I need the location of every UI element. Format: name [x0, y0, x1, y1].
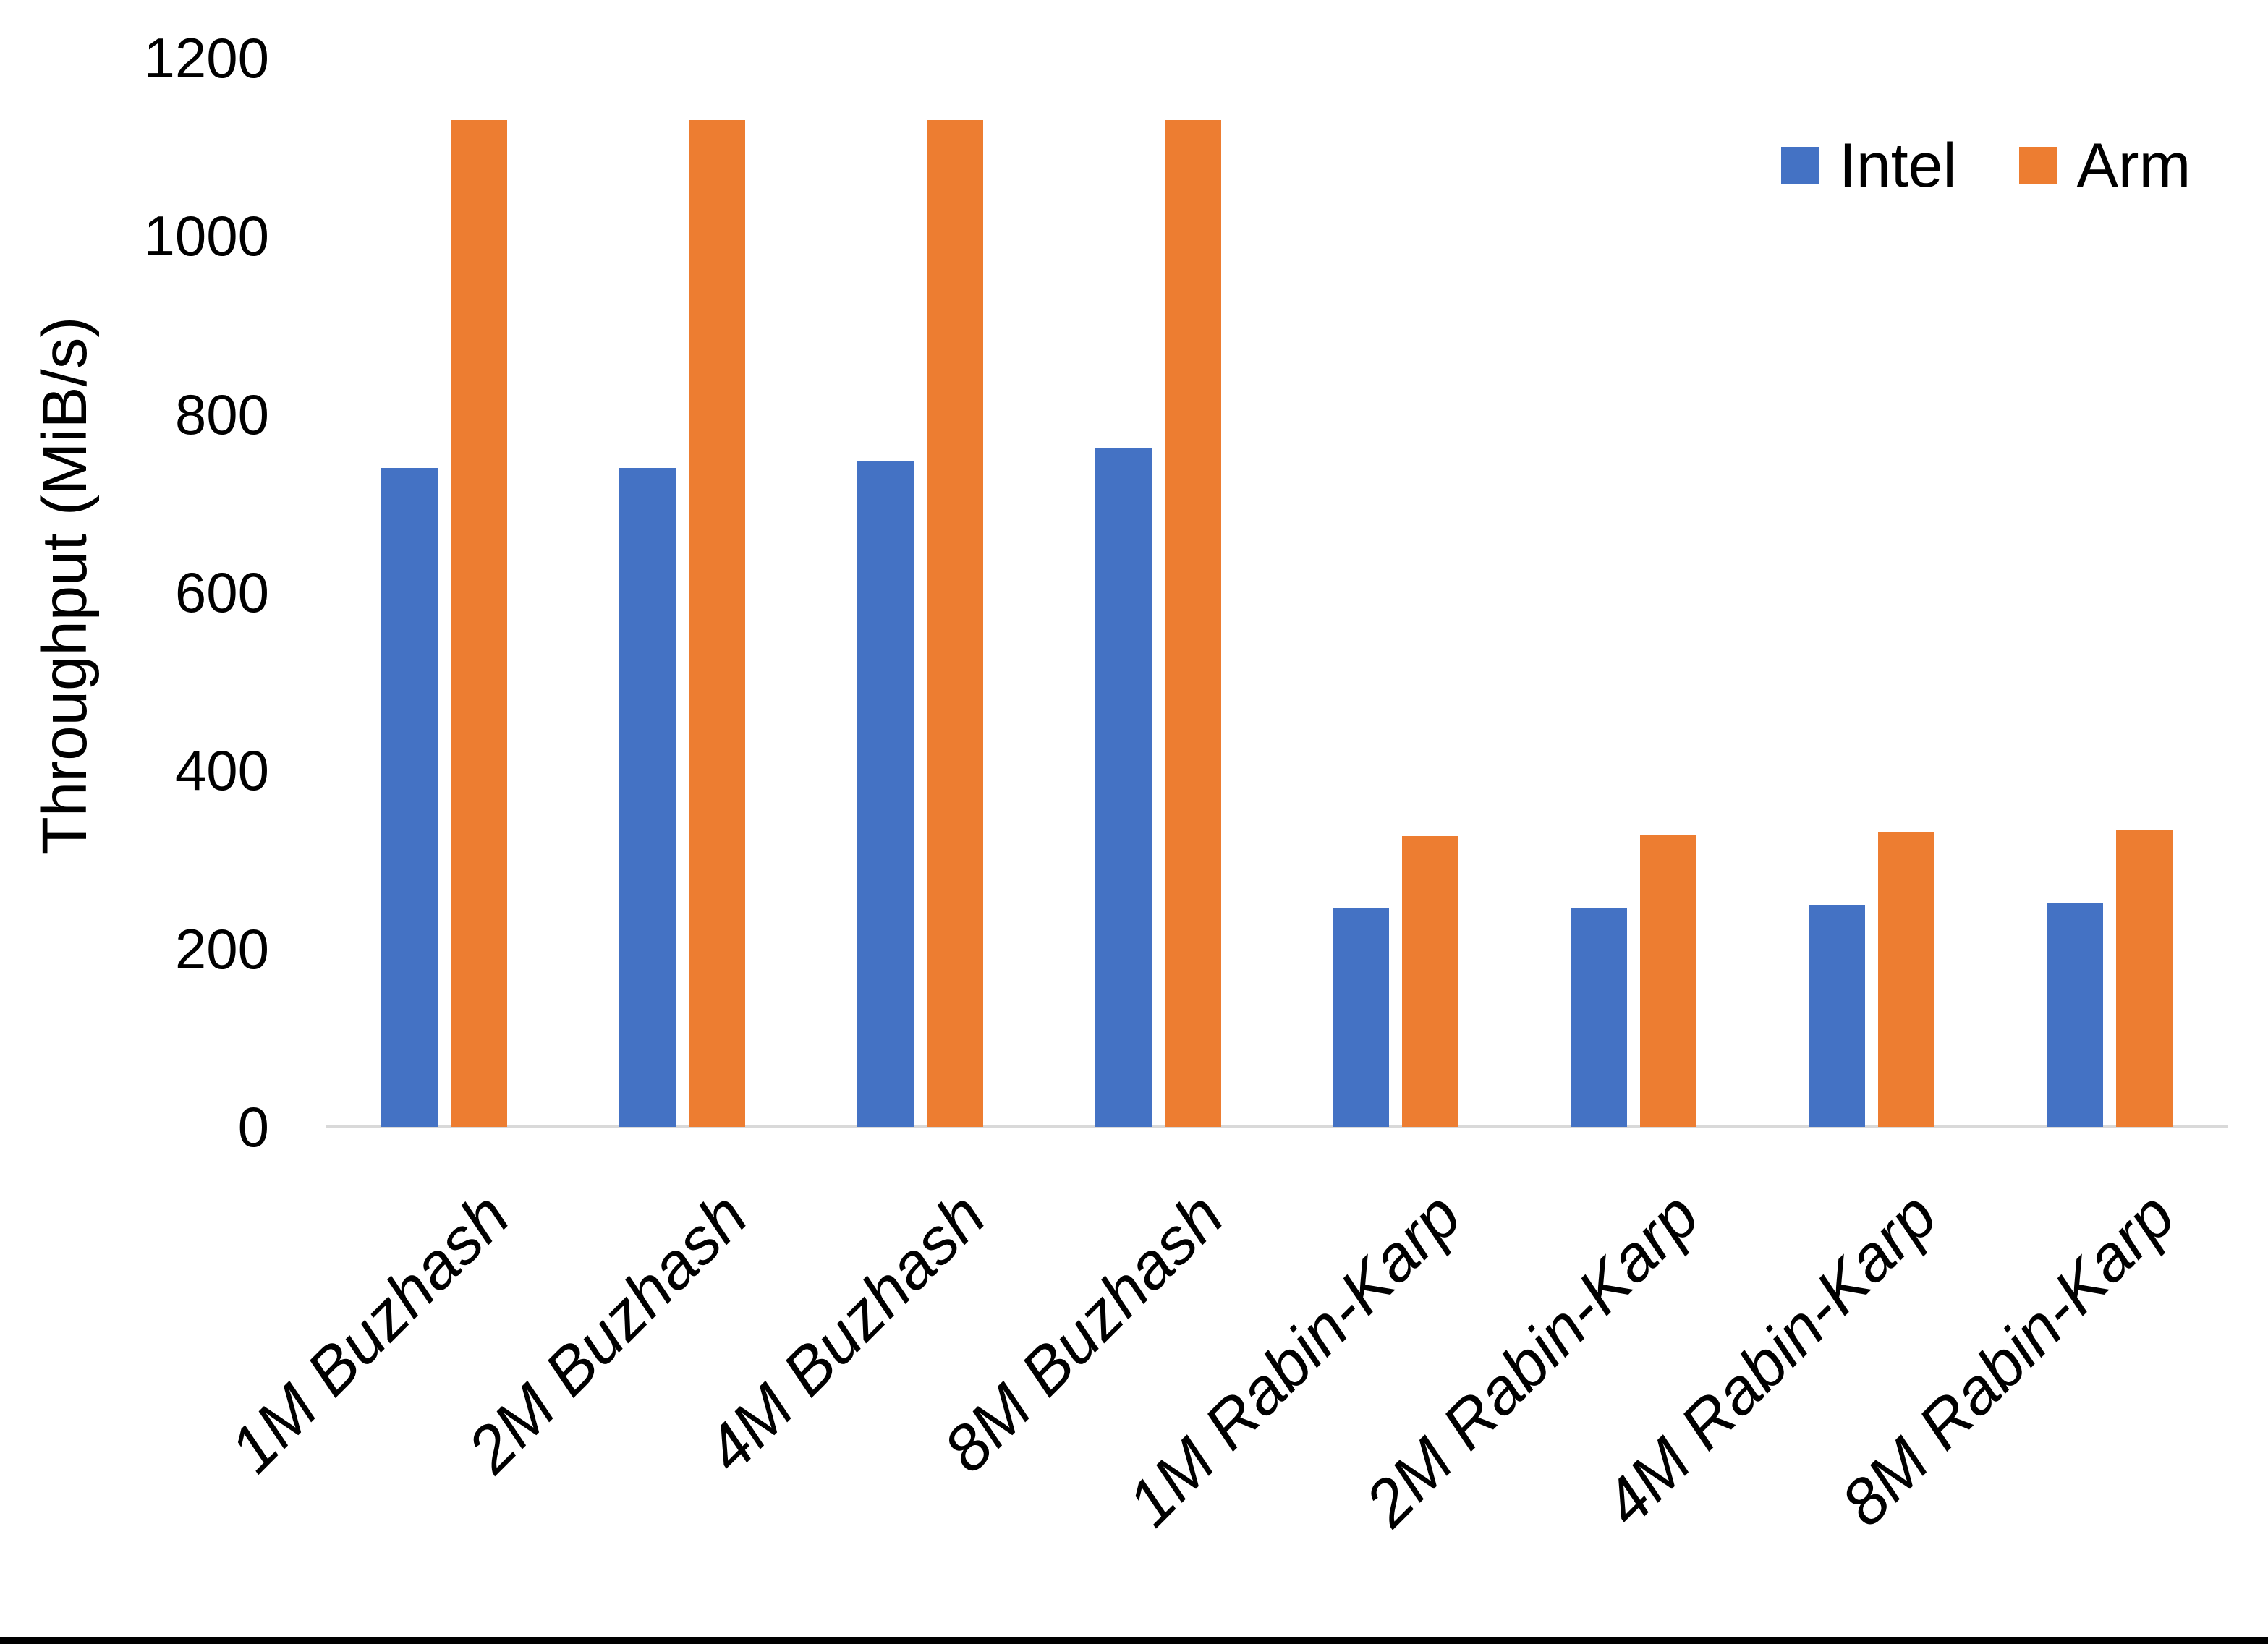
x-label-2m-buzhash: 2M Buzhash: [454, 1179, 762, 1487]
bar-intel-2m-rabin-karp: [1571, 908, 1628, 1127]
bar-arm-4m-buzhash: [926, 120, 983, 1127]
y-tick-label-200: 200: [174, 916, 269, 981]
bar-intel-2m-buzhash: [619, 467, 676, 1127]
x-label-4m-rabin-karp: 4M Rabin-Karp: [1589, 1179, 1951, 1541]
bar-intel-4m-rabin-karp: [1808, 905, 1865, 1127]
x-label-8m-rabin-karp: 8M Rabin-Karp: [1827, 1179, 2189, 1541]
bar-arm-8m-buzhash: [1164, 120, 1221, 1127]
bar-arm-8m-rabin-karp: [2115, 829, 2173, 1127]
bar-arm-1m-buzhash: [451, 120, 508, 1127]
bar-intel-1m-buzhash: [381, 467, 438, 1127]
y-tick-label-800: 800: [174, 382, 269, 446]
bar-intel-4m-buzhash: [857, 460, 914, 1127]
x-label-2m-rabin-karp: 2M Rabin-Karp: [1351, 1179, 1713, 1541]
bar-arm-4m-rabin-karp: [1877, 832, 1934, 1127]
y-tick-label-400: 400: [174, 738, 269, 803]
bar-arm-2m-rabin-karp: [1640, 835, 1697, 1127]
x-label-8m-buzhash: 8M Buzhash: [930, 1179, 1238, 1487]
x-label-1m-buzhash: 1M Buzhash: [216, 1179, 524, 1487]
bar-intel-1m-rabin-karp: [1333, 908, 1390, 1127]
bar-intel-8m-buzhash: [1095, 448, 1152, 1127]
arm-series-swatch-icon: [2018, 147, 2057, 184]
x-axis-line: [326, 1125, 2228, 1128]
bar-arm-1m-rabin-karp: [1402, 836, 1459, 1127]
y-tick-label-1200: 1200: [143, 25, 269, 90]
y-tick-label-1000: 1000: [143, 204, 269, 268]
legend-item-intel: Intel: [1781, 135, 1957, 197]
legend: Intel Arm: [1781, 135, 2191, 197]
intel-series-swatch-icon: [1781, 147, 1819, 184]
bottom-border: [0, 1637, 2268, 1644]
bar-intel-8m-rabin-karp: [2046, 903, 2103, 1127]
legend-label-arm: Arm: [2076, 131, 2191, 200]
y-tick-label-0: 0: [237, 1095, 269, 1159]
legend-item-arm: Arm: [2018, 131, 2191, 200]
legend-label-intel: Intel: [1839, 131, 1957, 200]
x-label-4m-buzhash: 4M Buzhash: [692, 1179, 1000, 1487]
y-tick-label-600: 600: [174, 560, 269, 624]
bar-arm-2m-buzhash: [689, 120, 746, 1127]
x-label-1m-rabin-karp: 1M Rabin-Karp: [1114, 1179, 1475, 1541]
